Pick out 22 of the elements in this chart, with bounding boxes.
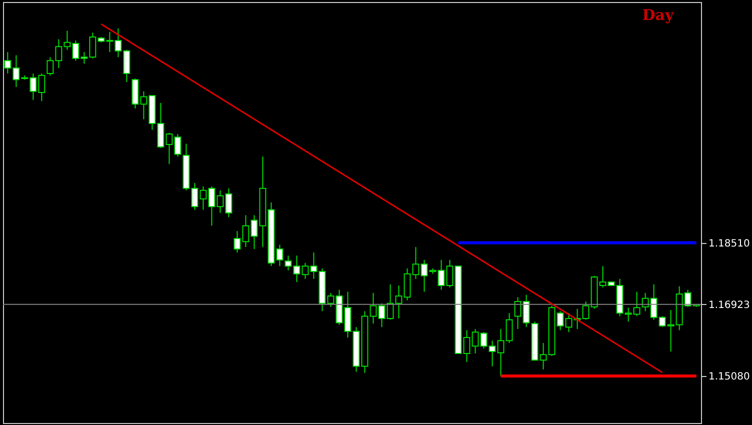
candlestick (234, 230, 241, 254)
candlestick (250, 214, 258, 250)
candlestick (284, 255, 292, 271)
candlestick (327, 292, 334, 308)
candlestick (378, 302, 386, 328)
candlestick (344, 291, 352, 338)
candlestick (276, 244, 284, 267)
candlestick (293, 255, 300, 283)
annotation: Day (642, 6, 675, 24)
candlestick (404, 268, 411, 301)
y-tick-label: 1.15080 (708, 372, 750, 383)
candlestick (420, 259, 428, 292)
candlestick (395, 285, 402, 320)
y-tick-label: 1.16923 (708, 300, 750, 311)
y-tick-label: 1.18510 (708, 238, 750, 250)
candlestick (370, 292, 377, 324)
candlestick (412, 246, 420, 280)
candlestick (242, 214, 250, 248)
candlestick (446, 259, 454, 288)
candlestick (438, 259, 445, 290)
candlestick (310, 252, 318, 280)
candlestick (302, 262, 309, 280)
